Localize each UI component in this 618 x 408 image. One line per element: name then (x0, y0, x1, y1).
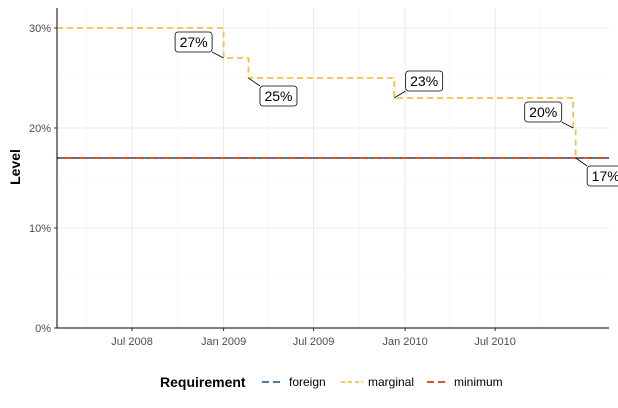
legend-title: Requirement (160, 374, 246, 390)
x-tick-label: Jan 2009 (201, 336, 246, 348)
annotation-text: 27% (180, 34, 208, 50)
annotation-box (524, 101, 563, 123)
y-tick-label: 0% (35, 323, 51, 335)
x-tick-label: Jul 2008 (111, 336, 153, 348)
annotation-box (259, 85, 298, 107)
annotation-box (174, 31, 213, 53)
legend-label-marginal: marginal (368, 375, 414, 389)
annotation-leader (393, 90, 406, 99)
x-tick-label: Jul 2009 (293, 336, 335, 348)
annotations: 27% 25% 23% 20% 17% (174, 31, 618, 187)
annotation-box (405, 70, 444, 92)
annotation-label: 23% (393, 70, 444, 99)
grid (57, 8, 609, 329)
y-tick-label: 30% (29, 23, 51, 35)
legend: Requirement foreign marginal minimum (160, 374, 503, 390)
annotation-text: 20% (529, 104, 557, 120)
annotation-leader (575, 157, 588, 167)
y-axis-title: Level (7, 149, 23, 185)
axes: 0% 10% 20% 30% Jul 2008 Jan 2009 Jul 2009 Jan 2… (29, 8, 609, 348)
annotation-label: 20% (524, 101, 574, 129)
annotation-text: 17% (592, 168, 618, 184)
annotation-text: 25% (264, 88, 292, 104)
annotation-box (586, 165, 618, 187)
x-tick-label: Jan 2010 (382, 336, 427, 348)
annotation-leader (211, 51, 224, 59)
annotation-leader (248, 77, 261, 87)
legend-label-minimum: minimum (454, 375, 503, 389)
legend-label-foreign: foreign (289, 375, 326, 389)
annotation-leader (561, 121, 574, 129)
x-tick-label: Jul 2010 (474, 336, 516, 348)
y-tick-label: 10% (29, 223, 51, 235)
annotation-label: 25% (248, 77, 298, 107)
series-line-marginal (57, 27, 609, 159)
annotation-text: 23% (410, 73, 438, 89)
annotation-label: 27% (174, 31, 224, 59)
series-lines (57, 27, 609, 159)
annotation-label: 17% (575, 157, 618, 187)
y-tick-label: 20% (29, 123, 51, 135)
